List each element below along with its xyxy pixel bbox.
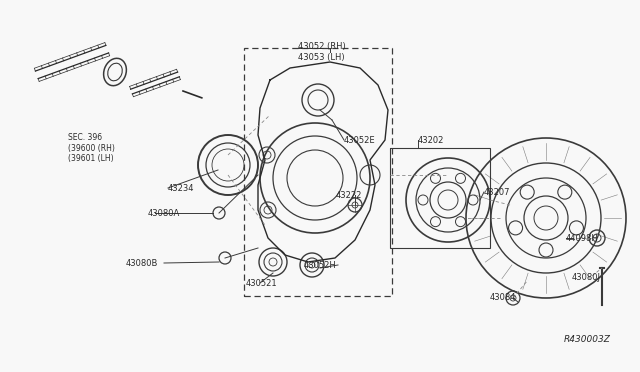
Text: 43052 (RH)
43053 (LH): 43052 (RH) 43053 (LH)	[298, 42, 346, 62]
Text: SEC. 396
(39600 (RH)
(39601 (LH): SEC. 396 (39600 (RH) (39601 (LH)	[68, 133, 115, 163]
Text: 43234: 43234	[168, 183, 195, 192]
Text: 43084: 43084	[490, 294, 516, 302]
Bar	[244, 48, 392, 296]
Text: 43052H: 43052H	[304, 260, 337, 269]
Text: 43202: 43202	[418, 135, 444, 144]
Text: 43052E: 43052E	[344, 135, 376, 144]
Text: 43080J: 43080J	[572, 273, 601, 282]
Text: 430521: 430521	[246, 279, 278, 288]
Text: 43207: 43207	[484, 187, 511, 196]
Text: 43222: 43222	[336, 190, 362, 199]
Bar	[390, 148, 490, 248]
Text: 43080B: 43080B	[126, 259, 158, 267]
Text: R430003Z: R430003Z	[564, 336, 611, 344]
Text: 44098H: 44098H	[566, 234, 599, 243]
Text: 43080A: 43080A	[148, 208, 180, 218]
